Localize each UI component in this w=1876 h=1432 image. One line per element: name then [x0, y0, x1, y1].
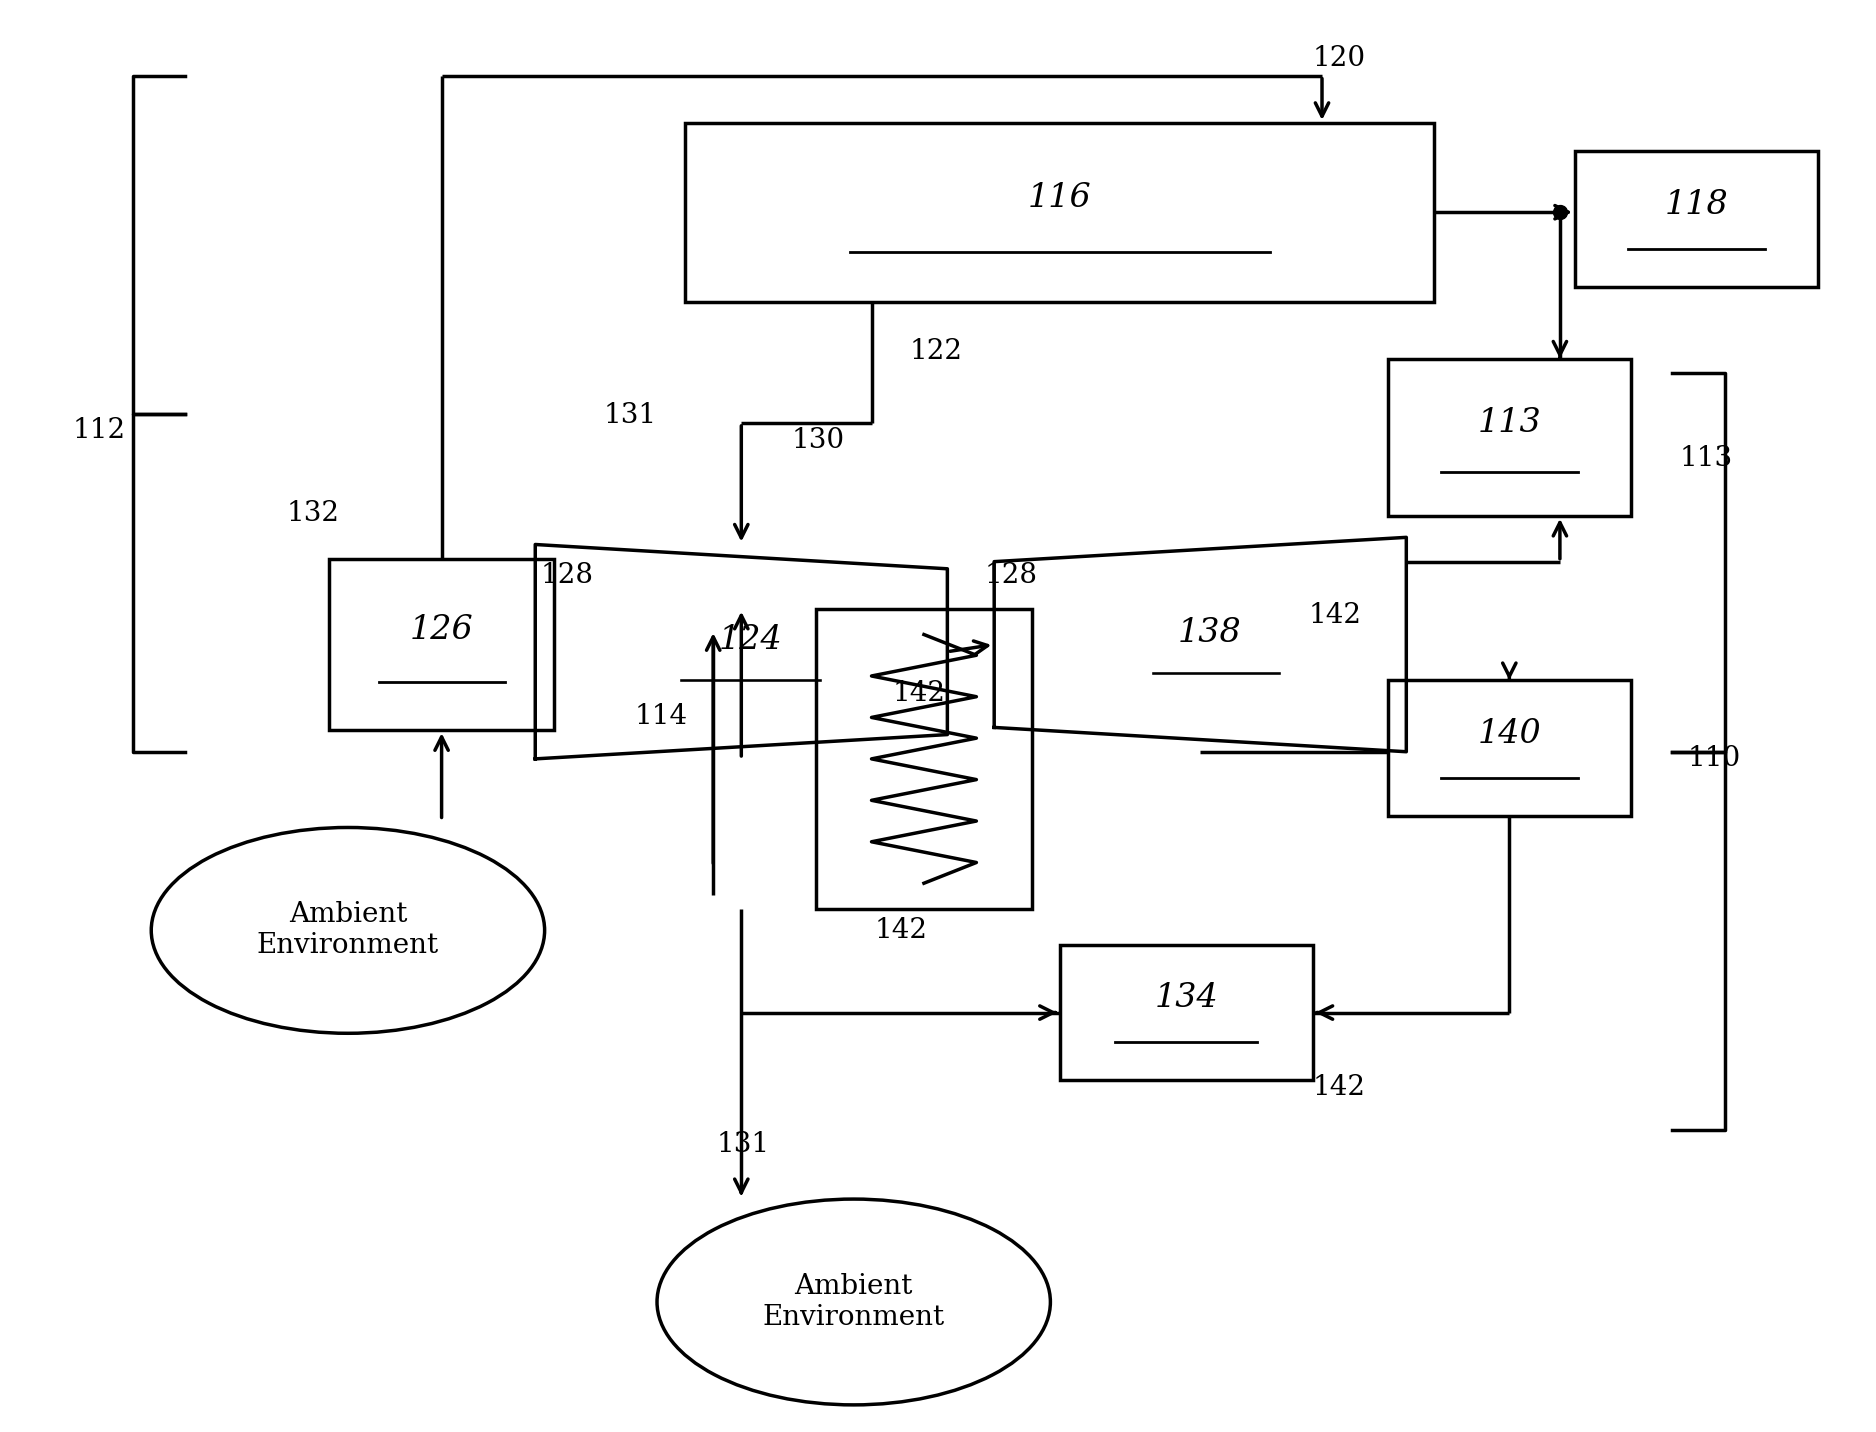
Text: 118: 118 — [1664, 189, 1728, 221]
Ellipse shape — [152, 828, 544, 1034]
Text: 126: 126 — [409, 614, 473, 646]
Bar — [1060, 945, 1313, 1081]
Text: 122: 122 — [910, 338, 962, 365]
Text: 128: 128 — [985, 563, 1037, 590]
Text: 116: 116 — [1028, 182, 1092, 213]
Text: 113: 113 — [1679, 445, 1733, 473]
Text: 132: 132 — [287, 500, 340, 527]
Text: 138: 138 — [1178, 617, 1242, 649]
Bar — [1388, 680, 1630, 816]
Text: Ambient
Environment: Ambient Environment — [764, 1273, 946, 1332]
Text: 110: 110 — [1687, 746, 1741, 772]
Bar — [685, 123, 1435, 302]
Text: 140: 140 — [1478, 717, 1542, 750]
Text: 142: 142 — [874, 916, 927, 944]
Text: 142: 142 — [893, 680, 946, 706]
Bar — [1388, 358, 1630, 516]
Bar — [1574, 152, 1818, 288]
Text: 114: 114 — [634, 703, 688, 729]
Bar — [816, 609, 1032, 909]
Text: 112: 112 — [73, 417, 126, 444]
Text: 113: 113 — [1478, 407, 1542, 440]
Text: 131: 131 — [604, 402, 657, 430]
Text: Ambient
Environment: Ambient Environment — [257, 901, 439, 959]
Text: 131: 131 — [717, 1131, 769, 1158]
Text: 142: 142 — [1313, 1074, 1366, 1101]
Bar — [328, 558, 553, 730]
Text: 134: 134 — [1154, 982, 1218, 1014]
Text: 130: 130 — [792, 427, 844, 454]
Text: 128: 128 — [540, 563, 595, 590]
Text: 124: 124 — [719, 624, 782, 656]
Ellipse shape — [657, 1199, 1051, 1405]
Text: 120: 120 — [1313, 44, 1366, 72]
Text: 142: 142 — [1309, 603, 1362, 630]
